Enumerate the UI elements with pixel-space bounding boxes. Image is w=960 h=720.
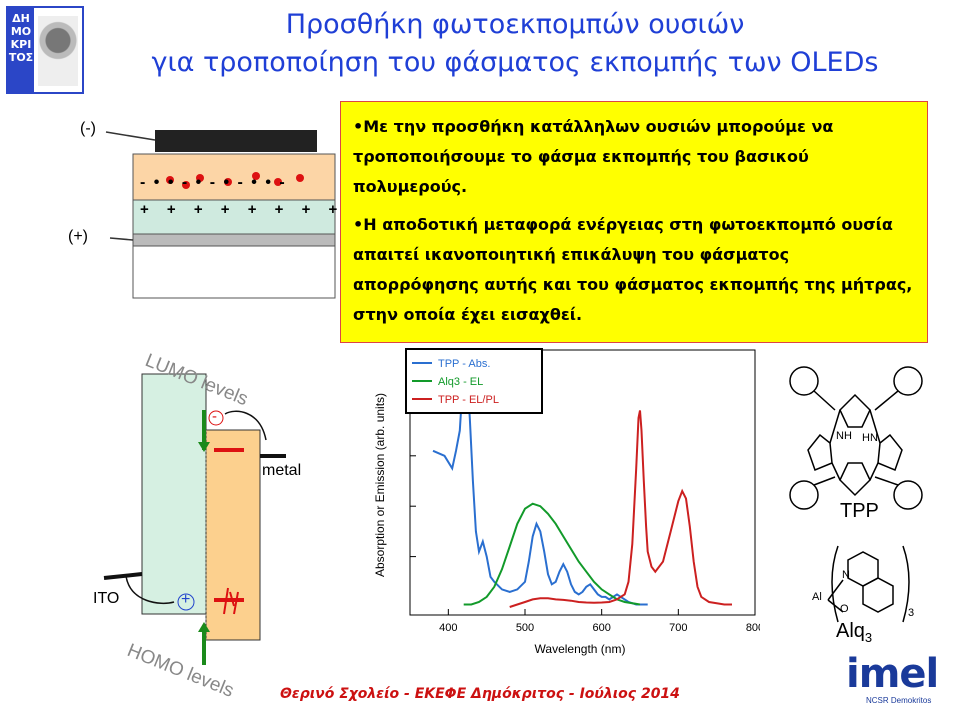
x-axis-label: Wavelength (nm) — [535, 642, 626, 656]
bullet-1: •Με την προσθήκη κατάλληλων ουσιών μπορο… — [353, 117, 834, 196]
x-tick-label-0: 400 — [439, 622, 457, 634]
alq3-label-main: Alq — [836, 620, 865, 642]
alq3-al-label: Al — [812, 591, 822, 603]
alq3-label-sub: 3 — [864, 630, 873, 645]
footer-text: Θερινό Σχολείο - ΕΚΕΦΕ Δημόκριτος - Ιούλ… — [280, 686, 680, 702]
demokritos-logo: ΔΗ ΜΟ ΚΡΙ ΤΟΣ — [6, 6, 84, 94]
tpp-nh-label: NH — [836, 430, 852, 442]
series-line-2 — [509, 410, 732, 608]
y-axis-label: Absorption or Emission (arb. units) — [373, 393, 387, 577]
emissive-dopant-dots — [166, 172, 304, 189]
chart-legend: TPP - Abs. Alq3 - EL TPP - EL/PL — [405, 348, 543, 414]
metal-label: metal — [262, 462, 302, 479]
ito-label: ITO — [93, 590, 120, 607]
legend-label-1: Alq3 - EL — [438, 376, 483, 388]
plus-charges-row: + + + + + + + + + + — [140, 201, 399, 218]
x-tick-label-4: 800 — [746, 622, 760, 634]
legend-label-0: TPP - Abs. — [438, 358, 490, 370]
x-tick-label-2: 600 — [592, 622, 610, 634]
ito-layer — [132, 233, 336, 247]
tpp-pyrrole-top — [839, 393, 871, 428]
emitter-band — [205, 429, 261, 641]
electron-sign: - — [212, 408, 217, 425]
energy-level-diagram — [103, 373, 286, 665]
tpp-phenyl-2 — [893, 366, 923, 396]
series-line-1 — [463, 502, 641, 606]
x-tick-label-3: 700 — [669, 622, 687, 634]
legend-label-2: TPP - EL/PL — [438, 394, 499, 406]
ito-level — [103, 572, 143, 580]
transition-arrows — [223, 587, 239, 615]
alq3-bracket-sub: 3 — [908, 607, 914, 619]
tpp-pyrrole-bottom — [839, 462, 871, 497]
electron-circle — [208, 410, 224, 426]
slide-title-line1: Προσθήκη φωτοεκπομπών ουσιών — [285, 9, 745, 40]
device-layer-diagram — [105, 130, 336, 299]
anode-label: (+) — [68, 228, 88, 245]
substrate-layer — [132, 245, 336, 299]
x-tick-label-1: 500 — [516, 622, 534, 634]
cathode-lead — [105, 131, 156, 141]
slide-title-line2: για τροποποίηση του φάσματος εκπομπής τω… — [151, 47, 879, 78]
imel-logo: imel NCSR Demokritos — [846, 652, 956, 714]
alq3-ring-2 — [862, 577, 894, 613]
logo-portrait — [38, 16, 78, 86]
imel-logo-sub: NCSR Demokritos — [866, 696, 932, 705]
tpp-phenyl-4 — [893, 480, 923, 510]
tpp-label: TPP — [840, 500, 879, 522]
cathode-layer — [155, 130, 317, 152]
alq3-n-label: N — [842, 569, 850, 581]
bullet-2: •Η αποδοτική μεταφορά ενέργειας στη φωτο… — [353, 215, 913, 324]
tpp-pyrrole-left — [807, 433, 833, 471]
alq3-label: Alq3 — [836, 620, 872, 645]
tpp-molecule: NH HN — [789, 366, 923, 510]
explanation-box: •Με την προσθήκη κατάλληλων ουσιών μπορο… — [340, 101, 928, 343]
tpp-phenyl-3 — [789, 480, 819, 510]
tpp-pyrrole-right — [877, 433, 903, 471]
htl-band — [141, 373, 207, 615]
logo-letters: ΔΗ ΜΟ ΚΡΙ ΤΟΣ — [8, 8, 34, 92]
anode-lead — [109, 237, 134, 241]
tpp-hn-label: HN — [862, 432, 878, 444]
alq3-o-label: O — [840, 603, 849, 615]
imel-logo-word: imel — [846, 651, 939, 697]
hole-injection-arrow — [125, 575, 175, 605]
alq3-bracket-right — [902, 545, 910, 623]
hole-sign: + — [181, 591, 191, 608]
minus-charges-row: - • • - • - • - • • - — [140, 174, 287, 191]
cathode-label: (-) — [80, 120, 96, 137]
alq3-molecule: N Al O 3 — [812, 545, 914, 623]
electron-injection-arrow — [224, 410, 267, 441]
tpp-phenyl-1 — [789, 366, 819, 396]
alq3-bracket-left — [831, 545, 839, 623]
hole-circle — [177, 593, 195, 611]
